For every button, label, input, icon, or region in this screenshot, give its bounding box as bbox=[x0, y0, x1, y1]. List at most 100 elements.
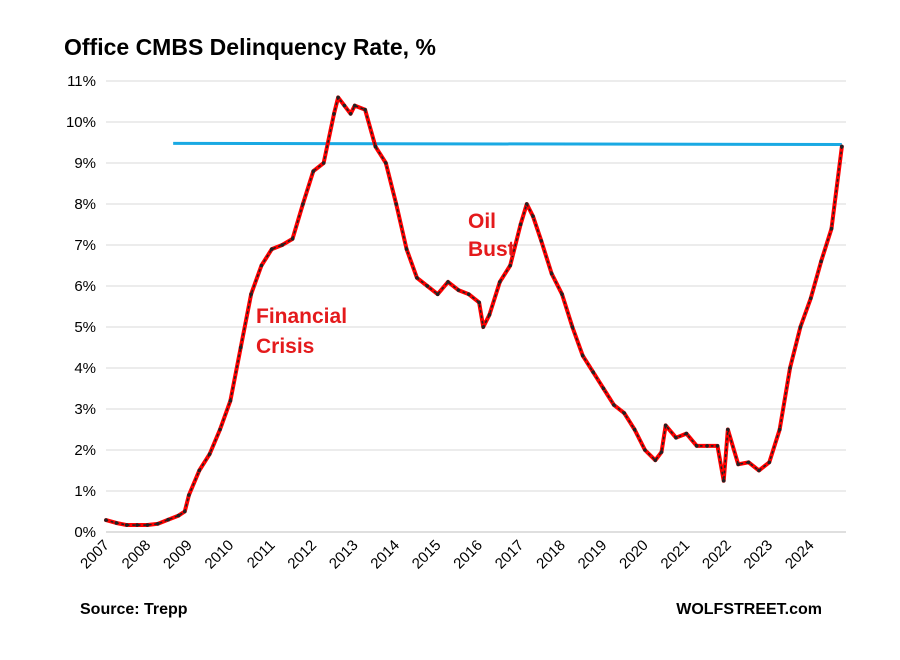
data-point bbox=[259, 263, 264, 268]
data-point bbox=[321, 161, 326, 165]
y-tick-label: 4% bbox=[74, 360, 96, 377]
data-point bbox=[384, 161, 388, 165]
annotation-financial-line2: Crisis bbox=[256, 335, 314, 358]
annotation-oil-line2: Bust bbox=[468, 238, 515, 261]
data-point bbox=[757, 468, 761, 473]
y-tick-label: 5% bbox=[74, 319, 96, 336]
data-point bbox=[425, 284, 430, 288]
data-point bbox=[808, 296, 813, 301]
x-tick-label: 2019 bbox=[575, 537, 611, 573]
x-tick-label: 2009 bbox=[160, 537, 196, 573]
annotation-oil-line1: Oil bbox=[468, 210, 496, 233]
y-tick-label: 0% bbox=[74, 524, 96, 541]
data-point bbox=[705, 444, 709, 448]
data-point bbox=[270, 247, 274, 251]
data-point bbox=[332, 112, 336, 116]
x-tick-label: 2015 bbox=[409, 537, 445, 573]
data-point bbox=[539, 239, 544, 243]
x-tick-label: 2024 bbox=[782, 537, 818, 573]
data-point bbox=[182, 509, 187, 514]
data-point bbox=[207, 452, 212, 456]
data-point bbox=[726, 427, 730, 432]
data-point bbox=[249, 292, 253, 297]
reference-line bbox=[173, 141, 842, 147]
data-point bbox=[777, 427, 782, 432]
annotation-financial-line1: Financial bbox=[256, 305, 347, 328]
data-point bbox=[176, 513, 181, 518]
data-point bbox=[228, 399, 233, 403]
data-point bbox=[466, 292, 471, 297]
data-point bbox=[456, 288, 461, 292]
x-tick-label: 2018 bbox=[533, 537, 569, 573]
data-point bbox=[721, 478, 726, 483]
data-point bbox=[446, 280, 450, 284]
data-point bbox=[166, 517, 170, 522]
data-point bbox=[518, 222, 523, 227]
data-point bbox=[280, 243, 284, 247]
data-point bbox=[487, 312, 492, 317]
y-tick-label: 8% bbox=[74, 196, 96, 213]
data-point bbox=[404, 247, 409, 251]
chart-title: Office CMBS Delinquency Rate, % bbox=[64, 34, 436, 60]
y-tick-label: 11% bbox=[67, 73, 96, 90]
x-tick-label: 2022 bbox=[699, 537, 735, 573]
data-point bbox=[663, 423, 668, 428]
data-point bbox=[840, 144, 844, 149]
data-point bbox=[643, 448, 647, 452]
data-point bbox=[524, 202, 529, 206]
x-tick-label: 2020 bbox=[616, 537, 652, 573]
data-point bbox=[829, 226, 834, 231]
x-axis-ticks: 2007 2008 2009 2010 2011 2012 2013 2014 2015 2016… bbox=[77, 537, 817, 573]
data-point bbox=[114, 521, 119, 525]
data-point bbox=[336, 95, 340, 100]
data-point bbox=[156, 522, 160, 526]
data-point bbox=[560, 292, 564, 297]
series-layer bbox=[104, 95, 844, 528]
data-point bbox=[601, 386, 606, 391]
data-point bbox=[135, 523, 139, 527]
data-point bbox=[508, 263, 513, 268]
x-tick-label: 2013 bbox=[326, 537, 362, 573]
x-tick-label: 2010 bbox=[202, 537, 238, 573]
data-point bbox=[570, 325, 575, 329]
data-point bbox=[715, 444, 720, 448]
data-point bbox=[352, 103, 357, 108]
y-tick-label: 2% bbox=[74, 442, 96, 459]
y-tick-label: 1% bbox=[74, 483, 96, 500]
data-point bbox=[798, 325, 803, 329]
y-tick-label: 7% bbox=[74, 237, 96, 254]
data-point bbox=[591, 370, 595, 374]
data-point bbox=[653, 458, 658, 463]
data-point bbox=[498, 280, 502, 284]
data-point bbox=[415, 276, 419, 280]
x-tick-label: 2016 bbox=[450, 537, 486, 573]
data-point bbox=[238, 345, 243, 350]
annotation-oil-bust: Oil Bust bbox=[468, 210, 515, 261]
data-point bbox=[373, 144, 378, 149]
data-point bbox=[311, 169, 316, 173]
data-point bbox=[694, 444, 699, 448]
x-tick-label: 2017 bbox=[492, 537, 528, 573]
x-tick-label: 2011 bbox=[244, 537, 279, 572]
data-point bbox=[394, 202, 398, 206]
data-point bbox=[348, 112, 353, 116]
x-tick-label: 2007 bbox=[77, 537, 113, 573]
data-point bbox=[674, 435, 678, 440]
data-point bbox=[622, 411, 627, 415]
y-tick-label: 6% bbox=[74, 278, 96, 295]
y-tick-label: 10% bbox=[66, 114, 96, 131]
data-point bbox=[290, 237, 295, 241]
y-axis-ticks: 0% 1% 2% 3% 4% 5% 6% 7% 8% 9% 10% 11% bbox=[66, 73, 96, 541]
data-point bbox=[187, 493, 191, 497]
y-tick-label: 3% bbox=[74, 401, 96, 418]
data-point bbox=[145, 523, 150, 527]
data-point bbox=[477, 300, 481, 305]
x-tick-label: 2014 bbox=[367, 537, 403, 573]
data-point bbox=[788, 366, 792, 370]
data-point bbox=[736, 462, 741, 467]
data-point bbox=[218, 427, 222, 432]
data-point bbox=[612, 403, 616, 407]
data-point bbox=[746, 460, 751, 465]
x-tick-label: 2008 bbox=[119, 537, 155, 573]
